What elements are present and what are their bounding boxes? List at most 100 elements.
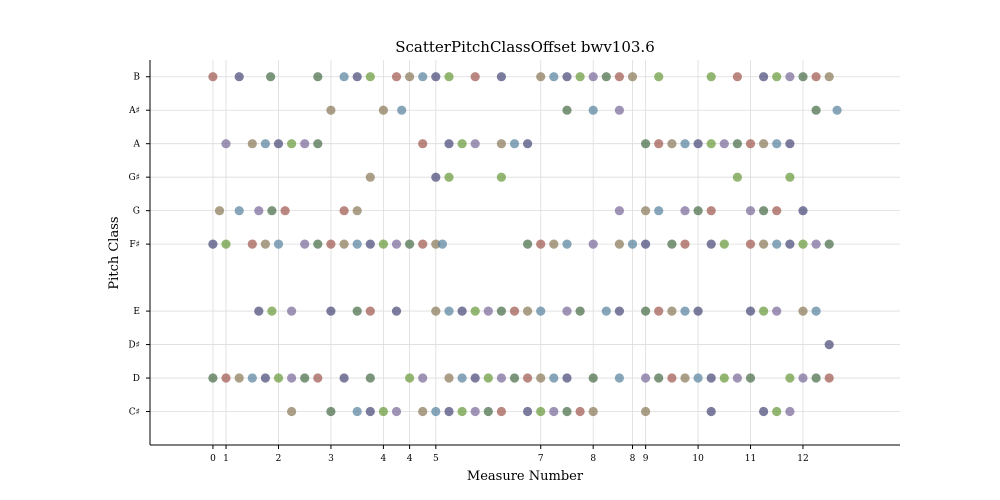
data-point [680,306,690,316]
data-point [247,239,257,249]
data-point [706,72,716,82]
data-point [444,172,454,182]
y-tick-label: B [133,73,140,83]
data-point [483,373,493,383]
data-point [496,406,506,417]
data-point [254,206,264,216]
x-tick-label: 4 [407,454,413,464]
data-point [260,139,270,149]
data-point [588,72,598,82]
data-point [693,306,703,316]
data-point [627,72,638,82]
data-point [824,373,834,383]
data-point [732,373,743,383]
data-point [562,406,572,417]
data-point [457,373,467,383]
grid-layer [150,60,900,445]
data-point [221,139,231,149]
x-tick-label: 8 [590,454,596,464]
x-tick-label: 9 [643,454,649,464]
data-point [352,406,362,417]
data-point [444,72,454,82]
y-tick-label: D [133,374,140,384]
data-point [772,406,782,417]
data-point [824,340,834,350]
data-point [759,406,769,417]
data-point [509,373,520,383]
x-axis-label: Measure Number [467,469,584,484]
data-point [523,406,533,417]
data-point [457,406,467,417]
x-tick-label: 12 [797,454,808,464]
data-point [418,72,428,82]
data-point [759,139,769,149]
data-point [391,406,402,417]
data-point [267,206,277,216]
data-point [470,373,480,383]
data-point [470,306,480,316]
data-point [339,206,349,216]
data-point [772,72,782,82]
data-point [575,306,585,316]
y-tick-label: F♯ [129,240,140,250]
data-point [667,373,677,383]
data-point [641,306,651,316]
data-point [536,306,546,316]
data-point [509,306,520,316]
data-point [260,373,270,383]
data-point [208,239,218,249]
data-point [326,306,336,316]
data-point [654,373,664,383]
data-point [706,239,716,249]
data-point [614,72,625,82]
data-point [208,72,218,82]
data-point [352,72,362,82]
data-point [745,239,756,249]
data-point [811,105,821,115]
data-point [785,72,795,82]
data-point [798,206,808,216]
y-tick-label: D♯ [128,341,140,351]
data-point [627,239,638,249]
data-point [405,72,415,82]
data-point [280,206,290,216]
data-point [444,139,454,149]
data-point [339,239,349,249]
data-point [680,373,690,383]
data-point [234,373,244,383]
data-point [785,239,795,249]
data-point [772,306,782,316]
data-point [680,206,690,216]
data-point [339,72,349,82]
data-point [562,72,572,82]
y-tick-label: C♯ [129,408,140,418]
data-point [234,206,244,216]
data-point [706,206,716,216]
data-point [431,406,441,417]
data-point [352,206,362,216]
data-point [693,139,703,149]
points-layer [208,72,842,417]
data-point [614,206,625,216]
data-point [549,72,559,82]
x-tick-label: 8 [630,454,636,464]
data-point [437,239,447,249]
data-point [811,306,821,316]
data-point [785,406,795,417]
x-tick-label: 7 [538,454,544,464]
data-point [431,306,441,316]
data-point [562,306,572,316]
data-point [732,139,743,149]
data-point [313,239,323,249]
data-point [457,139,467,149]
data-point [798,72,808,82]
data-point [339,373,349,383]
data-point [405,373,415,383]
data-point [431,172,441,182]
data-point [732,72,743,82]
data-point [562,239,572,249]
data-point [418,373,428,383]
data-point [496,172,506,182]
x-tick-label: 2 [276,454,282,464]
